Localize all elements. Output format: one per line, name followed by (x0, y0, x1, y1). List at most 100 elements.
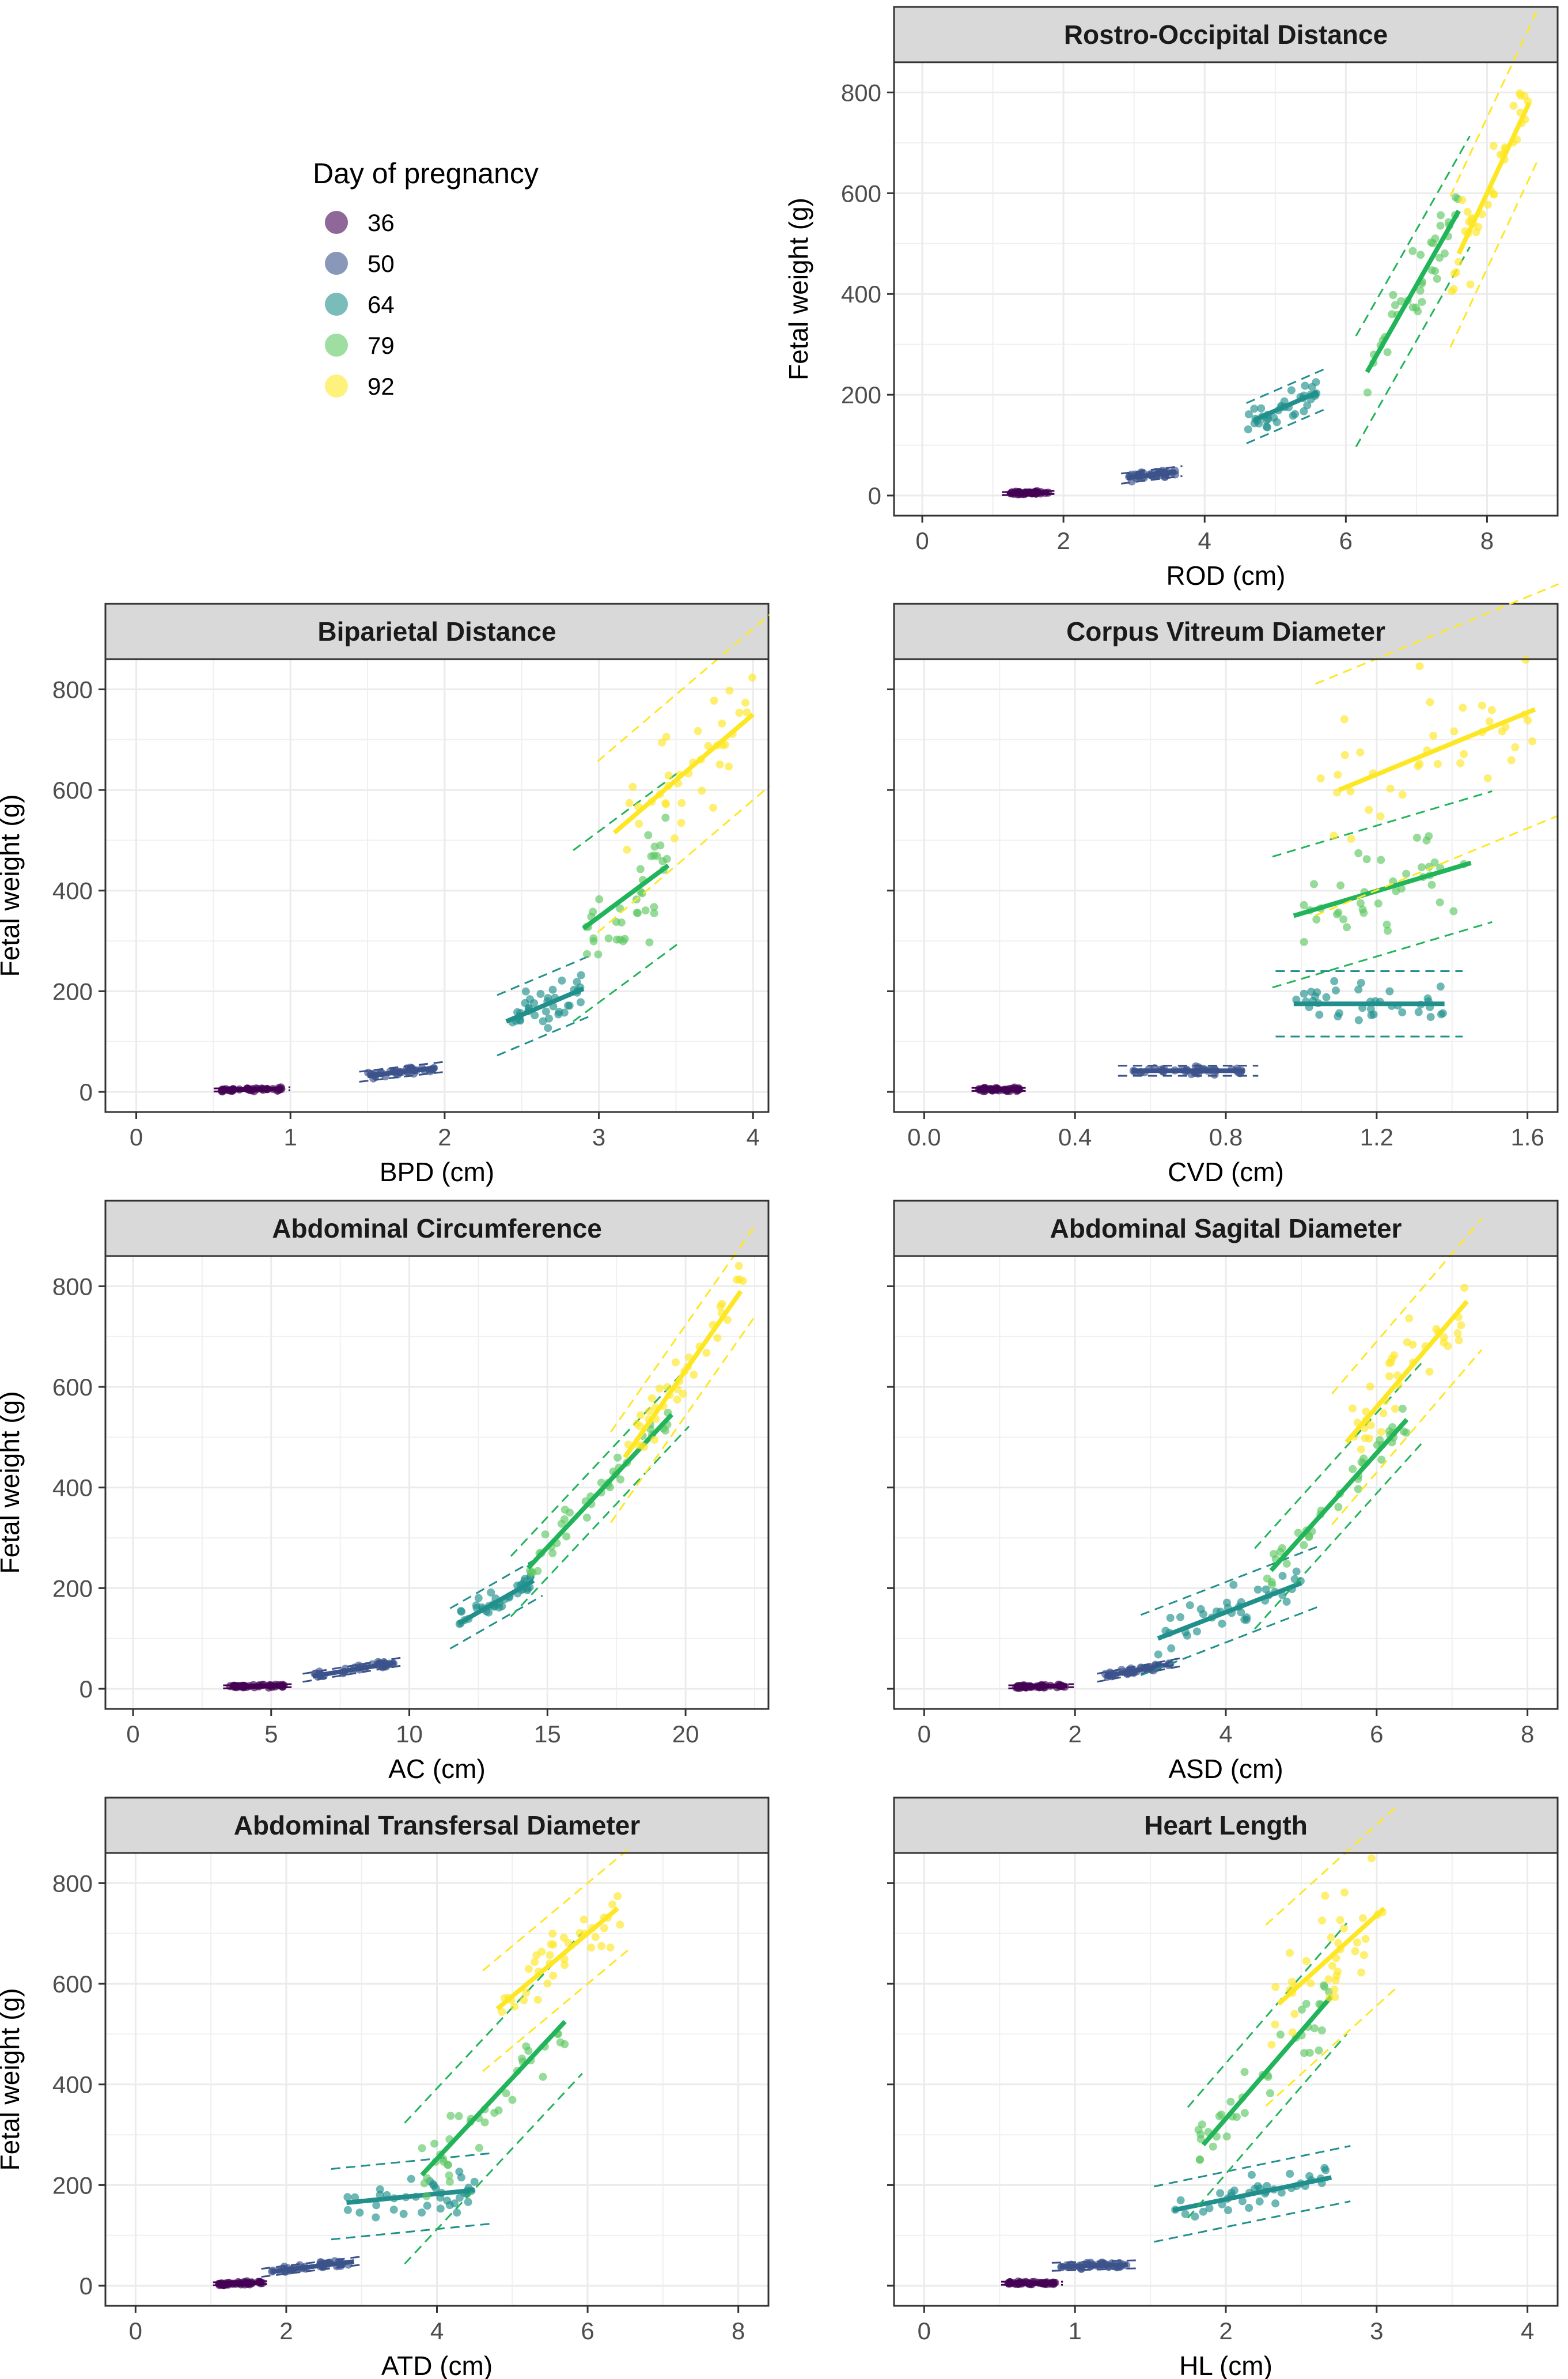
data-point (1333, 788, 1342, 797)
data-point (1374, 899, 1383, 908)
data-point (508, 2096, 517, 2104)
data-point (724, 1315, 732, 1324)
data-point (1507, 756, 1516, 765)
data-point (1347, 834, 1355, 843)
data-point (650, 903, 658, 911)
data-point (710, 697, 718, 705)
data-point (734, 1262, 743, 1270)
x-tick-label: 2 (1056, 527, 1070, 554)
data-point (663, 1383, 672, 1391)
data-point (616, 904, 624, 913)
data-point (1425, 1367, 1434, 1376)
data-point (1377, 1455, 1386, 1464)
data-point (1290, 2010, 1299, 2018)
data-point (1453, 1329, 1462, 1337)
data-point (1286, 1949, 1294, 1957)
data-point (1183, 1631, 1191, 1640)
y-tick-label: 400 (52, 878, 93, 905)
data-point (1388, 1354, 1396, 1363)
data-point (1392, 887, 1400, 895)
data-point (1349, 1404, 1357, 1413)
data-point (612, 935, 621, 944)
y-axis-label: Fetal weight (g) (0, 794, 25, 977)
y-tick-label: 600 (841, 180, 881, 207)
data-point (1328, 1961, 1336, 1970)
x-tick-label: 10 (396, 1720, 423, 1748)
data-point (1436, 898, 1444, 907)
data-point (526, 995, 534, 1004)
x-tick-label: 4 (1219, 1720, 1232, 1748)
data-point (1324, 1975, 1333, 1984)
data-point (698, 786, 706, 795)
panel-abdominal-circumference: Abdominal Circumference 0 5 10 15 20 AC (cm) 0 2… (0, 1200, 770, 1784)
data-point (1167, 1644, 1176, 1652)
prediction-band-lower (610, 1316, 756, 1523)
data-point (591, 1932, 600, 1941)
data-point (502, 2089, 510, 2098)
data-point (1315, 2046, 1323, 2055)
data-point (677, 819, 685, 827)
panel-title: Corpus Vitreum Diameter (1066, 617, 1385, 646)
data-point (423, 2174, 431, 2183)
x-tick-label: 3 (1370, 2317, 1383, 2344)
regression-line (221, 1086, 283, 1092)
legend-label-79: 79 (368, 332, 395, 359)
data-point (1330, 831, 1338, 840)
data-point (520, 1996, 528, 2004)
data-point (632, 909, 641, 917)
data-point (1318, 1916, 1326, 1925)
data-point (1282, 1559, 1291, 1568)
data-point (1218, 1620, 1226, 1628)
data-point (1250, 404, 1259, 413)
data-point (580, 1915, 588, 1924)
data-point (1271, 2020, 1279, 2029)
panel-title: Abdominal Sagital Diameter (1050, 1213, 1402, 1243)
data-point (1316, 774, 1325, 782)
data-point (455, 2168, 464, 2176)
x-tick-label: 1.2 (1360, 1124, 1393, 1151)
data-point (343, 2193, 352, 2202)
prediction-band-upper (1140, 1545, 1319, 1616)
prediction-band-upper (597, 614, 771, 762)
data-point (1270, 1550, 1278, 1559)
legend-swatch-50 (325, 252, 348, 275)
x-tick-label: 0 (918, 1720, 931, 1748)
x-axis-label: BPD (cm) (380, 1157, 494, 1187)
prediction-band-lower (510, 1425, 690, 1617)
data-point (1205, 2204, 1214, 2212)
series-day-79 (1187, 1922, 1348, 2219)
panel-abdominal-sagital-diameter: Abdominal Sagital Diameter 0 2 4 6 8 ASD (cm) (887, 1200, 1559, 1784)
prediction-band-lower (404, 2072, 583, 2265)
data-point (548, 1549, 557, 1557)
data-point (1433, 274, 1441, 283)
series-day-50 (1051, 2259, 1137, 2273)
data-point (650, 842, 659, 851)
y-tick-label: 800 (841, 79, 881, 106)
data-point (1366, 1382, 1374, 1391)
data-point (543, 1979, 552, 1988)
data-point (558, 976, 566, 985)
data-point (1426, 698, 1434, 706)
data-point (1460, 750, 1468, 758)
data-point (645, 1407, 654, 1416)
x-tick-label: 2 (1219, 2317, 1232, 2344)
regression-line (367, 1065, 437, 1079)
data-point (531, 1958, 539, 1966)
y-tick-label: 200 (52, 1575, 93, 1602)
data-point (1450, 727, 1459, 736)
x-tick-label: 4 (430, 2317, 444, 2344)
data-point (1300, 989, 1308, 998)
data-point (641, 906, 650, 915)
data-point (1244, 410, 1253, 419)
data-point (498, 2007, 506, 2016)
data-point (1408, 303, 1417, 312)
x-axis-label: ROD (cm) (1166, 561, 1286, 591)
data-point (1313, 988, 1321, 997)
data-point (632, 1420, 641, 1428)
data-point (1263, 1574, 1271, 1583)
prediction-band-upper (331, 2152, 490, 2170)
prediction-band-upper (510, 1365, 690, 1557)
data-point (1267, 2040, 1276, 2049)
data-point (577, 998, 585, 1007)
data-point (1362, 1407, 1370, 1416)
